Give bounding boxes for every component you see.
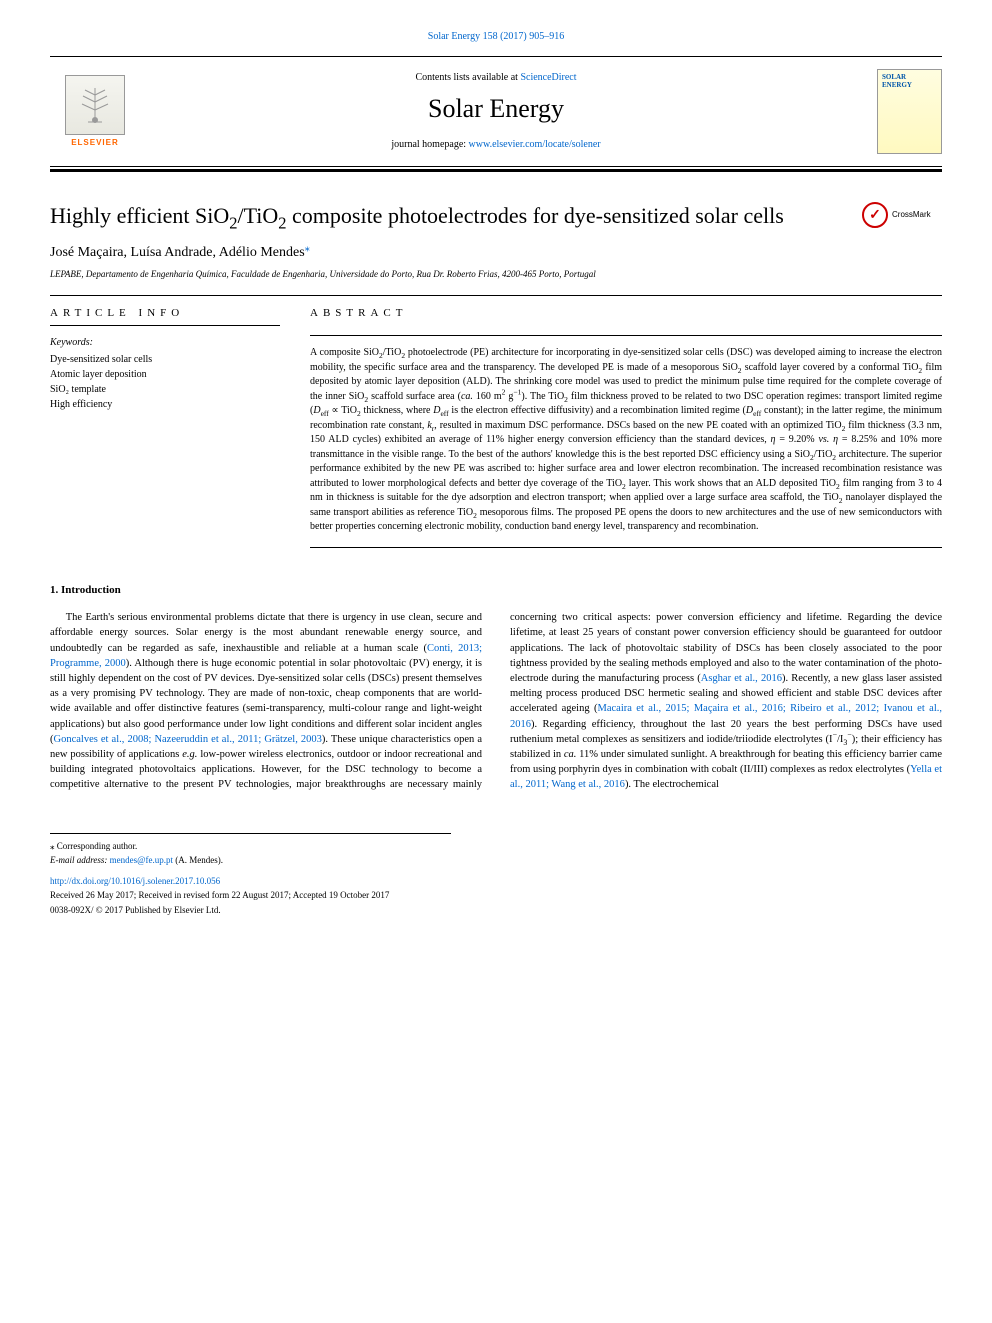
pre-abstract-rule xyxy=(50,295,942,296)
email-line: E-mail address: mendes@fe.up.pt (A. Mend… xyxy=(50,854,451,867)
homepage-line: journal homepage: www.elsevier.com/locat… xyxy=(140,138,852,152)
abstract-header: ABSTRACT xyxy=(310,306,942,325)
crossmark-icon: ✓ xyxy=(862,202,888,228)
journal-cover-thumbnail: SOLAR ENERGY xyxy=(877,69,942,154)
abstract-bottom-rule xyxy=(310,547,942,548)
article-info-panel: ARTICLE INFO Keywords: Dye-sensitized so… xyxy=(50,306,280,558)
top-citation: Solar Energy 158 (2017) 905–916 xyxy=(50,30,942,44)
homepage-prefix: journal homepage: xyxy=(391,139,468,150)
journal-cover-area: SOLAR ENERGY xyxy=(852,69,942,154)
header-center: Contents lists available at ScienceDirec… xyxy=(140,71,852,151)
received-line: Received 26 May 2017; Received in revise… xyxy=(50,889,942,902)
keywords-list: Dye-sensitized solar cellsAtomic layer d… xyxy=(50,352,280,412)
journal-name: Solar Energy xyxy=(140,91,852,127)
citation-link[interactable]: Solar Energy 158 (2017) 905–916 xyxy=(428,31,564,42)
title-row: Highly efficient SiO2/TiO2 composite pho… xyxy=(50,202,942,231)
article-title: Highly efficient SiO2/TiO2 composite pho… xyxy=(50,202,862,231)
footnotes: ⁎ Corresponding author. E-mail address: … xyxy=(50,833,451,867)
crossmark-badge[interactable]: ✓ CrossMark xyxy=(862,202,942,228)
abstract-panel: ABSTRACT A composite SiO2/TiO2 photoelec… xyxy=(310,306,942,558)
header-rule xyxy=(50,169,942,172)
keywords-label: Keywords: xyxy=(50,336,280,350)
elsevier-tree-icon xyxy=(65,75,125,135)
homepage-link[interactable]: www.elsevier.com/locate/solener xyxy=(469,139,601,150)
intro-paragraph: The Earth's serious environmental proble… xyxy=(50,610,942,793)
contents-line: Contents lists available at ScienceDirec… xyxy=(140,71,852,85)
intro-heading: 1. Introduction xyxy=(50,583,942,598)
publisher-logo-area: ELSEVIER xyxy=(50,75,140,148)
abstract-top-rule xyxy=(310,335,942,336)
copyright-line: 0038-092X/ © 2017 Published by Elsevier … xyxy=(50,904,942,917)
contents-prefix: Contents lists available at xyxy=(415,72,520,83)
sciencedirect-link[interactable]: ScienceDirect xyxy=(520,72,576,83)
corresponding-note: ⁎ Corresponding author. xyxy=(50,840,451,853)
affiliation: LEPABE, Departamento de Engenharia Quími… xyxy=(50,268,942,281)
email-name: (A. Mendes). xyxy=(175,855,223,865)
article-info-header: ARTICLE INFO xyxy=(50,306,280,326)
journal-header: ELSEVIER Contents lists available at Sci… xyxy=(50,56,942,167)
email-label: E-mail address: xyxy=(50,855,107,865)
authors-line: José Maçaira, Luísa Andrade, Adélio Mend… xyxy=(50,243,942,263)
elsevier-logo: ELSEVIER xyxy=(65,75,125,148)
info-abstract-row: ARTICLE INFO Keywords: Dye-sensitized so… xyxy=(50,306,942,558)
body-section: 1. Introduction The Earth's serious envi… xyxy=(50,583,942,793)
doi-link[interactable]: http://dx.doi.org/10.1016/j.solener.2017… xyxy=(50,875,942,888)
elsevier-wordmark: ELSEVIER xyxy=(71,137,119,148)
cover-title: SOLAR ENERGY xyxy=(882,74,937,89)
abstract-text: A composite SiO2/TiO2 photoelectrode (PE… xyxy=(310,346,942,535)
email-link[interactable]: mendes@fe.up.pt xyxy=(110,855,173,865)
crossmark-label: CrossMark xyxy=(892,209,931,220)
body-columns: The Earth's serious environmental proble… xyxy=(50,610,942,793)
